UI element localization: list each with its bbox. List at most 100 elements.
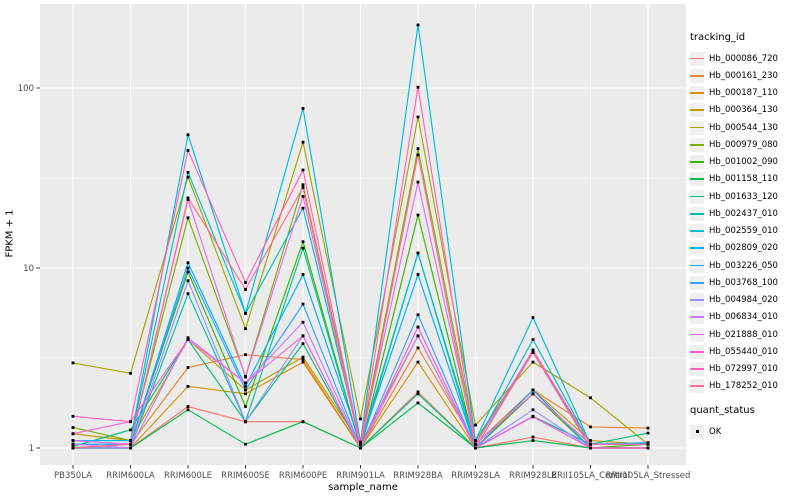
legend-key (690, 379, 704, 394)
legend-key (690, 258, 704, 273)
legend-item-label: Hb_000086_720 (709, 53, 778, 64)
legend-item-Hb_002809_020: Hb_002809_020 (690, 240, 798, 257)
data-point (301, 342, 305, 346)
x-tick-label: RRIM600LE (164, 471, 212, 481)
series-color-line-icon (690, 57, 704, 60)
data-point (129, 428, 132, 432)
legend-item-Hb_002437_010: Hb_002437_010 (690, 205, 798, 222)
data-point (646, 441, 650, 445)
legend-key (690, 206, 704, 221)
data-point (301, 246, 305, 250)
legend-item-label: Hb_001633_120 (709, 191, 778, 202)
legend-key (690, 344, 704, 359)
data-point (416, 147, 420, 151)
data-point (301, 320, 305, 324)
legend-key (690, 51, 704, 66)
y-tick-label: 100 (18, 84, 34, 94)
series-color-line-icon (690, 92, 704, 94)
data-point (416, 390, 420, 394)
series-color-line-icon (690, 143, 704, 146)
data-point (129, 420, 132, 424)
legend-item-Hb_001158_110: Hb_001158_110 (690, 171, 798, 188)
legend-panel: tracking_id Hb_000086_720 Hb_000161_230 Hb… (690, 32, 798, 440)
data-point (531, 316, 535, 320)
series-color-line-icon (690, 316, 704, 319)
data-point (359, 440, 362, 444)
series-color-line-icon (690, 333, 704, 336)
data-point (301, 107, 305, 110)
data-point (359, 442, 362, 446)
data-point (416, 153, 420, 157)
y-tick-label: 10 (23, 264, 34, 274)
legend-key (690, 327, 704, 342)
data-point (71, 426, 75, 429)
data-point (244, 281, 247, 284)
x-tick-label: RRII105LA_Stressed (606, 471, 691, 481)
data-point (359, 446, 362, 450)
data-point (301, 206, 305, 210)
legend-key (690, 241, 704, 256)
data-point (531, 392, 535, 396)
series-color-line-icon (690, 281, 704, 284)
data-point (71, 445, 75, 448)
data-point (244, 288, 247, 291)
legend-key (690, 310, 704, 325)
data-point (186, 338, 190, 342)
quant-ok-label: OK (709, 426, 722, 437)
data-point (416, 325, 420, 329)
data-point (301, 194, 305, 198)
legend-item-Hb_000979_080: Hb_000979_080 (690, 136, 798, 153)
data-point (244, 353, 247, 357)
series-color-line-icon (690, 230, 704, 232)
series-color-line-icon (690, 212, 704, 215)
data-point (531, 408, 535, 412)
legend-item-label: Hb_001158_110 (709, 174, 778, 185)
x-tick-label: RRIM600PE (279, 471, 327, 481)
data-point (186, 261, 190, 265)
black-square-point-icon (695, 430, 699, 434)
data-point (301, 183, 305, 187)
legend-item-Hb_006834_010: Hb_006834_010 (690, 309, 798, 326)
legend-item-label: Hb_000979_080 (709, 139, 778, 150)
data-point (186, 216, 190, 220)
legend-item-label: Hb_072997_010 (709, 364, 778, 375)
data-point (589, 425, 592, 429)
legend-item-label: Hb_021888_010 (709, 329, 778, 340)
data-point (129, 446, 132, 450)
data-point (186, 133, 190, 137)
legend-quant-entries: OK (690, 423, 798, 440)
x-tick-label: RRIM600LA (106, 471, 155, 481)
series-color-line-icon (690, 350, 704, 353)
x-axis-title: sample_name (328, 482, 398, 493)
data-point (531, 338, 535, 342)
data-point (416, 85, 420, 89)
legend-item-Hb_021888_010: Hb_021888_010 (690, 326, 798, 343)
data-point (71, 442, 75, 446)
legend-item-label: Hb_000187_110 (709, 88, 778, 99)
data-point (129, 439, 132, 442)
data-point (301, 240, 305, 244)
data-point (186, 279, 190, 283)
data-point (186, 149, 190, 152)
data-point (244, 388, 247, 392)
data-point (474, 439, 477, 442)
data-point (186, 266, 190, 270)
series-color-line-icon (690, 247, 704, 250)
data-point (301, 168, 305, 172)
data-point (186, 292, 190, 296)
data-point (531, 350, 535, 354)
legend-key (690, 189, 704, 204)
data-point (531, 435, 535, 439)
plot-panel (40, 4, 686, 465)
data-point (646, 446, 650, 450)
data-point (416, 251, 420, 255)
data-point (186, 170, 190, 174)
data-point (359, 417, 362, 421)
data-point (416, 392, 420, 396)
data-point (186, 175, 190, 179)
data-point (129, 442, 132, 446)
data-point (301, 302, 305, 306)
data-point (244, 384, 247, 388)
series-color-line-icon (690, 264, 704, 267)
legend-key (690, 275, 704, 290)
